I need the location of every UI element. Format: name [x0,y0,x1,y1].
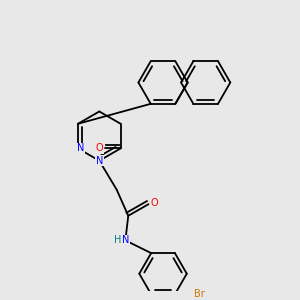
Text: O: O [151,198,158,208]
Text: N: N [122,236,130,245]
Text: N: N [76,143,84,153]
Text: N: N [96,156,103,166]
Text: O: O [96,143,103,153]
Text: Br: Br [194,289,205,299]
Text: H: H [114,236,121,245]
